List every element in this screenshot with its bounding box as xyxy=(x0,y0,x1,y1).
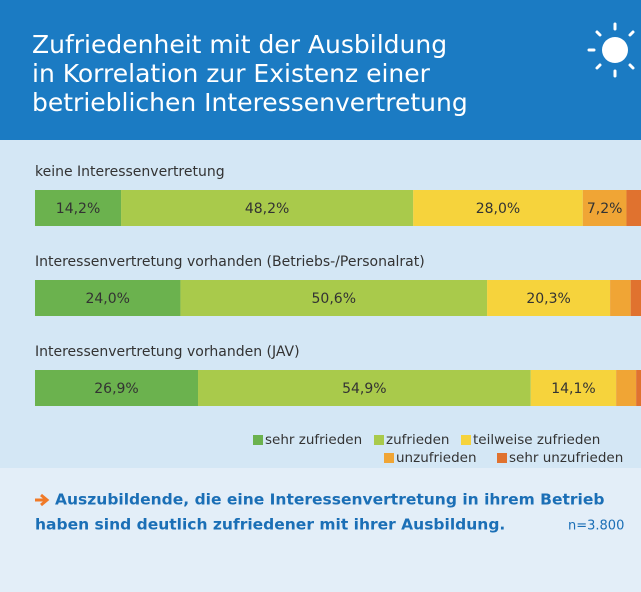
bar-segment xyxy=(121,190,414,226)
header-bg xyxy=(0,0,641,140)
annotation-line: haben sind deutlich zufriedener mit ihre… xyxy=(35,516,505,534)
bar-segment xyxy=(180,280,488,316)
value-label: 26,9% xyxy=(94,381,138,397)
legend-swatch xyxy=(384,453,394,463)
bar-segment xyxy=(530,370,617,406)
bar-segment xyxy=(616,370,637,406)
bar-segment xyxy=(487,280,611,316)
category-label: keine Interessenvertretung xyxy=(35,164,225,180)
title-line: betrieblichen Interessenvertretung xyxy=(32,88,468,117)
note: n=3.800 xyxy=(568,519,624,534)
bar-segment xyxy=(198,370,531,406)
value-label: 7,2% xyxy=(587,201,623,217)
value-label: 28,0% xyxy=(476,201,520,217)
footer-bg xyxy=(0,468,641,592)
value-label: 24,0% xyxy=(85,291,129,307)
category-label: Interessenvertretung vorhanden (Betriebs… xyxy=(35,254,425,270)
category-label: Interessenvertretung vorhanden (JAV) xyxy=(35,344,300,360)
value-label: 48,2% xyxy=(245,201,289,217)
value-label: 14,1% xyxy=(551,381,595,397)
bar-segment xyxy=(626,190,641,226)
value-label: 14,2% xyxy=(56,201,100,217)
bar-segment xyxy=(636,370,641,406)
legend-label: sehr unzufrieden xyxy=(509,450,623,466)
value-label: 20,3% xyxy=(526,291,570,307)
bar-segment xyxy=(35,370,199,406)
value-label: 54,9% xyxy=(342,381,386,397)
bar-segment xyxy=(413,190,583,226)
legend-swatch xyxy=(497,453,507,463)
bar-segment xyxy=(582,190,627,226)
arrow-icon xyxy=(35,493,50,507)
bar-segment xyxy=(35,190,122,226)
title-line: Zufriedenheit mit der Ausbildung xyxy=(32,30,447,59)
legend-label: unzufrieden xyxy=(396,450,477,466)
legend-label: teilweise zufrieden xyxy=(473,432,600,448)
bar-segment xyxy=(630,280,641,316)
sun-icon xyxy=(587,22,635,78)
annotation-line: Auszubildende, die eine Interessenvertre… xyxy=(55,491,604,509)
legend-swatch xyxy=(461,435,471,445)
value-label: 50,6% xyxy=(312,291,356,307)
bar-segment xyxy=(610,280,631,316)
legend-label: zufrieden xyxy=(386,432,449,448)
legend-label: sehr zufrieden xyxy=(265,432,362,448)
title-line: in Korrelation zur Existenz einer xyxy=(32,59,431,88)
bar-segment xyxy=(35,280,181,316)
legend-swatch xyxy=(374,435,384,445)
legend-swatch xyxy=(253,435,263,445)
